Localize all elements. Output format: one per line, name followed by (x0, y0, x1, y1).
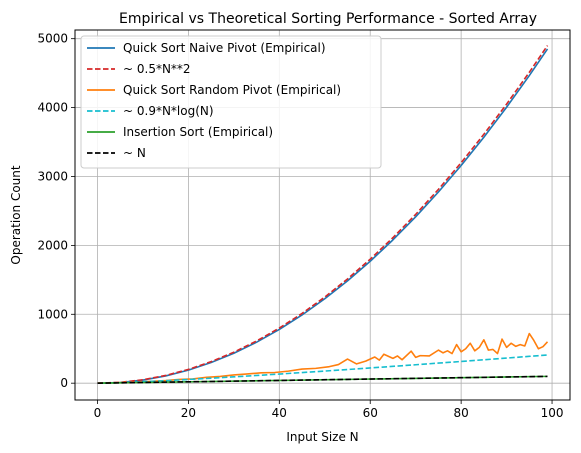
legend-label-0-9-n-log-n: ~ 0.9*N*log(N) (123, 104, 214, 118)
legend: Quick Sort Naive Pivot (Empirical) ~ 0.5*… (80, 35, 382, 169)
y-tick-label: 5000 (37, 32, 68, 46)
y-tick-label: 1000 (37, 307, 68, 321)
y-tick-label: 0 (60, 376, 68, 390)
x-tick-label: 0 (94, 406, 102, 420)
y-tick-label: 4000 (37, 101, 68, 115)
y-tick-label: 2000 (37, 238, 68, 252)
x-tick-label: 100 (541, 406, 564, 420)
x-tick-label: 40 (272, 406, 287, 420)
legend-label-quick-sort-random-pivot-empirical: Quick Sort Random Pivot (Empirical) (123, 83, 341, 97)
chart-title: Empirical vs Theoretical Sorting Perform… (119, 11, 537, 27)
x-axis-label: Input Size N (286, 430, 358, 444)
y-axis-label: Operation Count (9, 165, 23, 264)
x-tick-label: 80 (453, 406, 468, 420)
series-line-quick-sort-random-pivot-empirical (97, 332, 549, 384)
legend-label-0-5-n-2: ~ 0.5*N**2 (123, 62, 191, 76)
series-line-0-5-n-2 (97, 45, 549, 384)
plot-frame (74, 29, 571, 401)
x-tick-label: 20 (181, 406, 196, 420)
legend-label-n: ~ N (123, 146, 146, 160)
legend-label-insertion-sort-empirical: Insertion Sort (Empirical) (123, 125, 273, 139)
series-layer (97, 45, 549, 384)
x-tick-label: 60 (363, 406, 378, 420)
series-line-n (97, 375, 548, 384)
y-tick-label: 3000 (37, 169, 68, 183)
legend-box (80, 35, 382, 169)
legend-label-quick-sort-naive-pivot-empirical: Quick Sort Naive Pivot (Empirical) (123, 41, 326, 55)
